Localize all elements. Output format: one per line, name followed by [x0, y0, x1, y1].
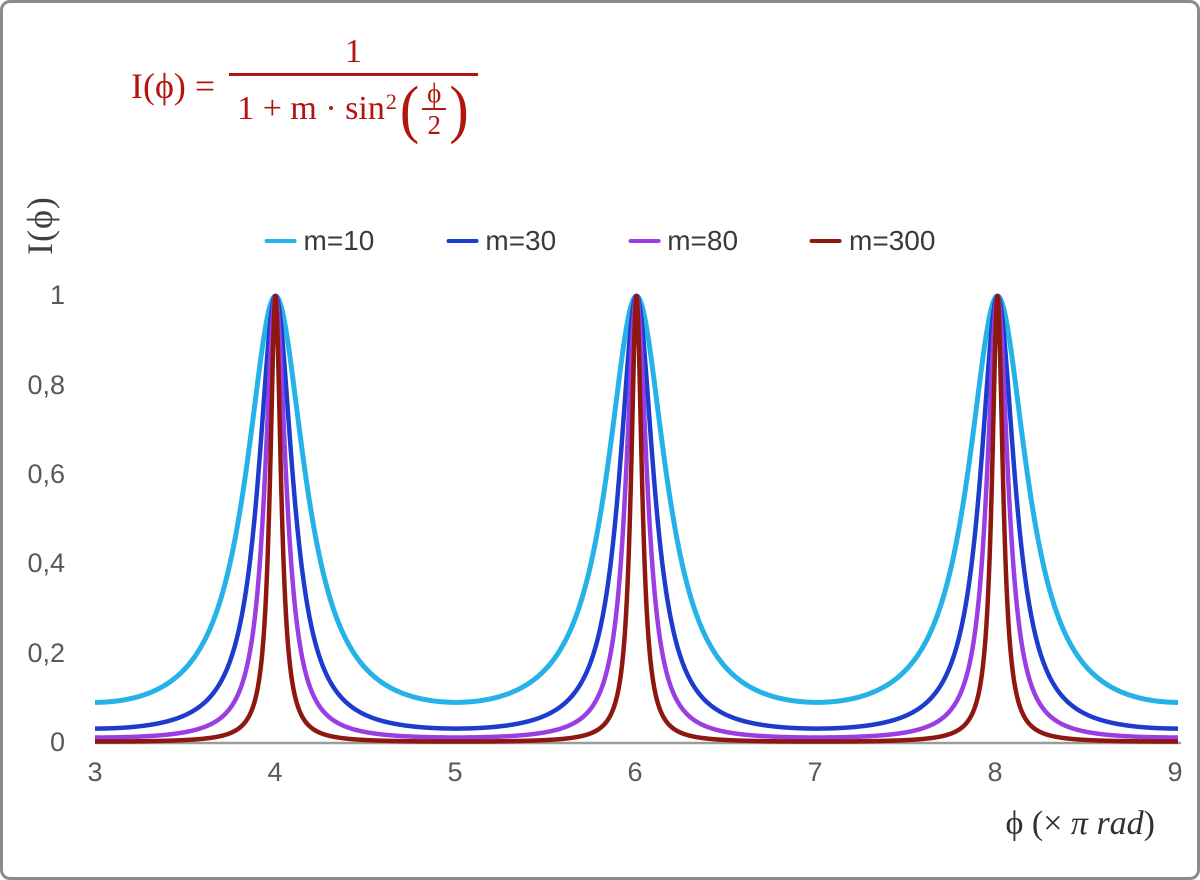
legend-label-m80: m=80	[667, 225, 739, 256]
x-tick-label-8: 8	[987, 757, 1003, 787]
legend-item-m300: m=300	[810, 225, 935, 257]
y-tick-label-06: 0,6	[27, 459, 65, 489]
curve-m=80	[93, 293, 1180, 740]
legend-swatch-m300	[810, 238, 843, 244]
formula: I(ϕ) = 1 1 + m · sin 2 ( ϕ 2 )	[131, 33, 478, 146]
x-axis-title-unit: π rad	[1070, 805, 1144, 842]
curves-svg	[92, 293, 1181, 745]
x-tick-label-9: 9	[1167, 757, 1183, 787]
formula-exponent: 2	[385, 89, 397, 115]
legend-swatch-m10	[264, 238, 297, 244]
x-tick-label-3: 3	[87, 757, 103, 787]
formula-den-prefix: 1 + m · sin	[237, 90, 385, 128]
x-axis-title: ϕ (× π rad)	[1006, 805, 1156, 843]
y-tick-label-1: 1	[49, 280, 65, 310]
formula-fraction: 1 1 + m · sin 2 ( ϕ 2 )	[229, 33, 478, 146]
y-tick-label-0: 0	[49, 727, 65, 757]
formula-denominator: 1 + m · sin 2 ( ϕ 2 )	[229, 72, 478, 146]
curve-m=30	[93, 293, 1180, 731]
legend-item-m30: m=30	[446, 225, 556, 257]
legend-swatch-m30	[446, 238, 479, 244]
legend-label-m300: m=300	[849, 225, 936, 256]
y-tick-label-02: 0,2	[27, 638, 65, 668]
right-paren: )	[449, 72, 469, 146]
x-axis-title-phi: ϕ (×	[1005, 805, 1071, 842]
legend-swatch-m80	[628, 238, 661, 244]
x-tick-label-4: 4	[267, 757, 283, 787]
inner-fraction: ϕ 2	[422, 79, 447, 141]
legend-label-m30: m=30	[485, 225, 557, 256]
inner-numerator: ϕ	[422, 79, 447, 111]
x-tick-label-6: 6	[627, 757, 643, 787]
formula-numerator: 1	[344, 33, 362, 70]
x-axis-title-close: )	[1143, 805, 1155, 842]
y-tick-label-08: 0,8	[27, 370, 65, 400]
legend-label-m10: m=10	[303, 225, 375, 256]
formula-lhs: I(ϕ) =	[131, 66, 216, 107]
x-tick-label-5: 5	[447, 757, 463, 787]
left-paren: (	[399, 72, 420, 146]
inner-denominator: 2	[427, 110, 442, 141]
legend-item-m10: m=10	[264, 225, 375, 257]
legend: m=10 m=30 m=80 m=300	[264, 225, 935, 257]
y-axis-title: I(ϕ)	[20, 196, 60, 255]
x-tick-label-7: 7	[807, 757, 823, 787]
curve-m=300	[93, 293, 1180, 744]
y-tick-label-04: 0,4	[27, 548, 65, 578]
legend-item-m80: m=80	[628, 225, 738, 257]
